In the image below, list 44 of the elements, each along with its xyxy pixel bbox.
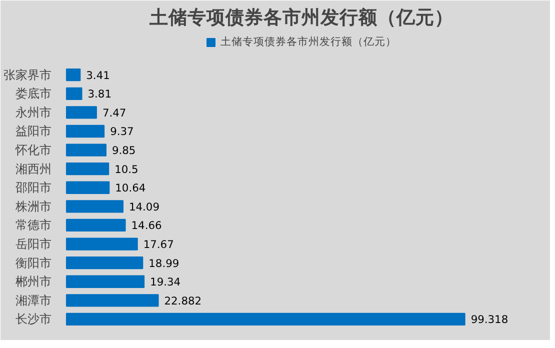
bar <box>66 124 105 138</box>
data-label: 9.37 <box>110 125 134 138</box>
legend-label: 土储专项债券各市州发行额（亿元） <box>220 35 396 49</box>
chart-title: 土储专项债券各市州发行额（亿元） <box>148 6 454 28</box>
y-tick-label: 湘潭市 <box>16 293 52 308</box>
bar <box>66 312 466 326</box>
data-label: 18.99 <box>148 256 180 270</box>
y-tick-label: 岳阳市 <box>16 237 52 252</box>
data-label: 10.5 <box>114 162 138 176</box>
data-label: 3.41 <box>86 68 110 82</box>
bar <box>66 144 106 156</box>
y-tick-label: 张家界市 <box>4 68 52 82</box>
data-label: 17.67 <box>143 238 174 252</box>
data-label: 99.318 <box>470 313 508 326</box>
y-tick-label: 株洲市 <box>14 199 52 214</box>
y-tick-label: 郴州市 <box>16 274 52 289</box>
bar <box>66 275 145 288</box>
bar <box>66 106 97 119</box>
bar <box>66 181 110 194</box>
y-tick-label: 长沙市 <box>16 312 52 326</box>
data-label: 19.34 <box>150 276 181 289</box>
data-label: 9.85 <box>112 144 136 158</box>
bar <box>66 87 82 100</box>
bar <box>66 200 124 213</box>
bar <box>66 68 81 82</box>
y-tick-label: 永州市 <box>16 105 52 120</box>
y-tick-label: 衡阳市 <box>16 256 52 270</box>
y-tick-label: 娄底市 <box>16 86 52 101</box>
data-label: 10.64 <box>115 182 146 195</box>
data-label: 7.47 <box>102 106 126 120</box>
bar <box>66 256 144 270</box>
bar <box>66 238 138 250</box>
data-label: 14.09 <box>128 200 160 214</box>
y-tick-label: 湘西州 <box>16 162 52 176</box>
data-label: 22.882 <box>164 294 202 308</box>
data-label: 14.66 <box>131 219 162 232</box>
y-tick-label: 怀化市 <box>14 143 52 158</box>
bar <box>66 294 159 307</box>
data-label: 3.81 <box>88 88 112 101</box>
y-tick-label: 益阳市 <box>16 124 52 138</box>
bar <box>66 218 126 232</box>
y-tick-label: 邵阳市 <box>16 180 52 195</box>
y-tick-label: 常德市 <box>16 218 52 232</box>
bar <box>66 162 110 176</box>
